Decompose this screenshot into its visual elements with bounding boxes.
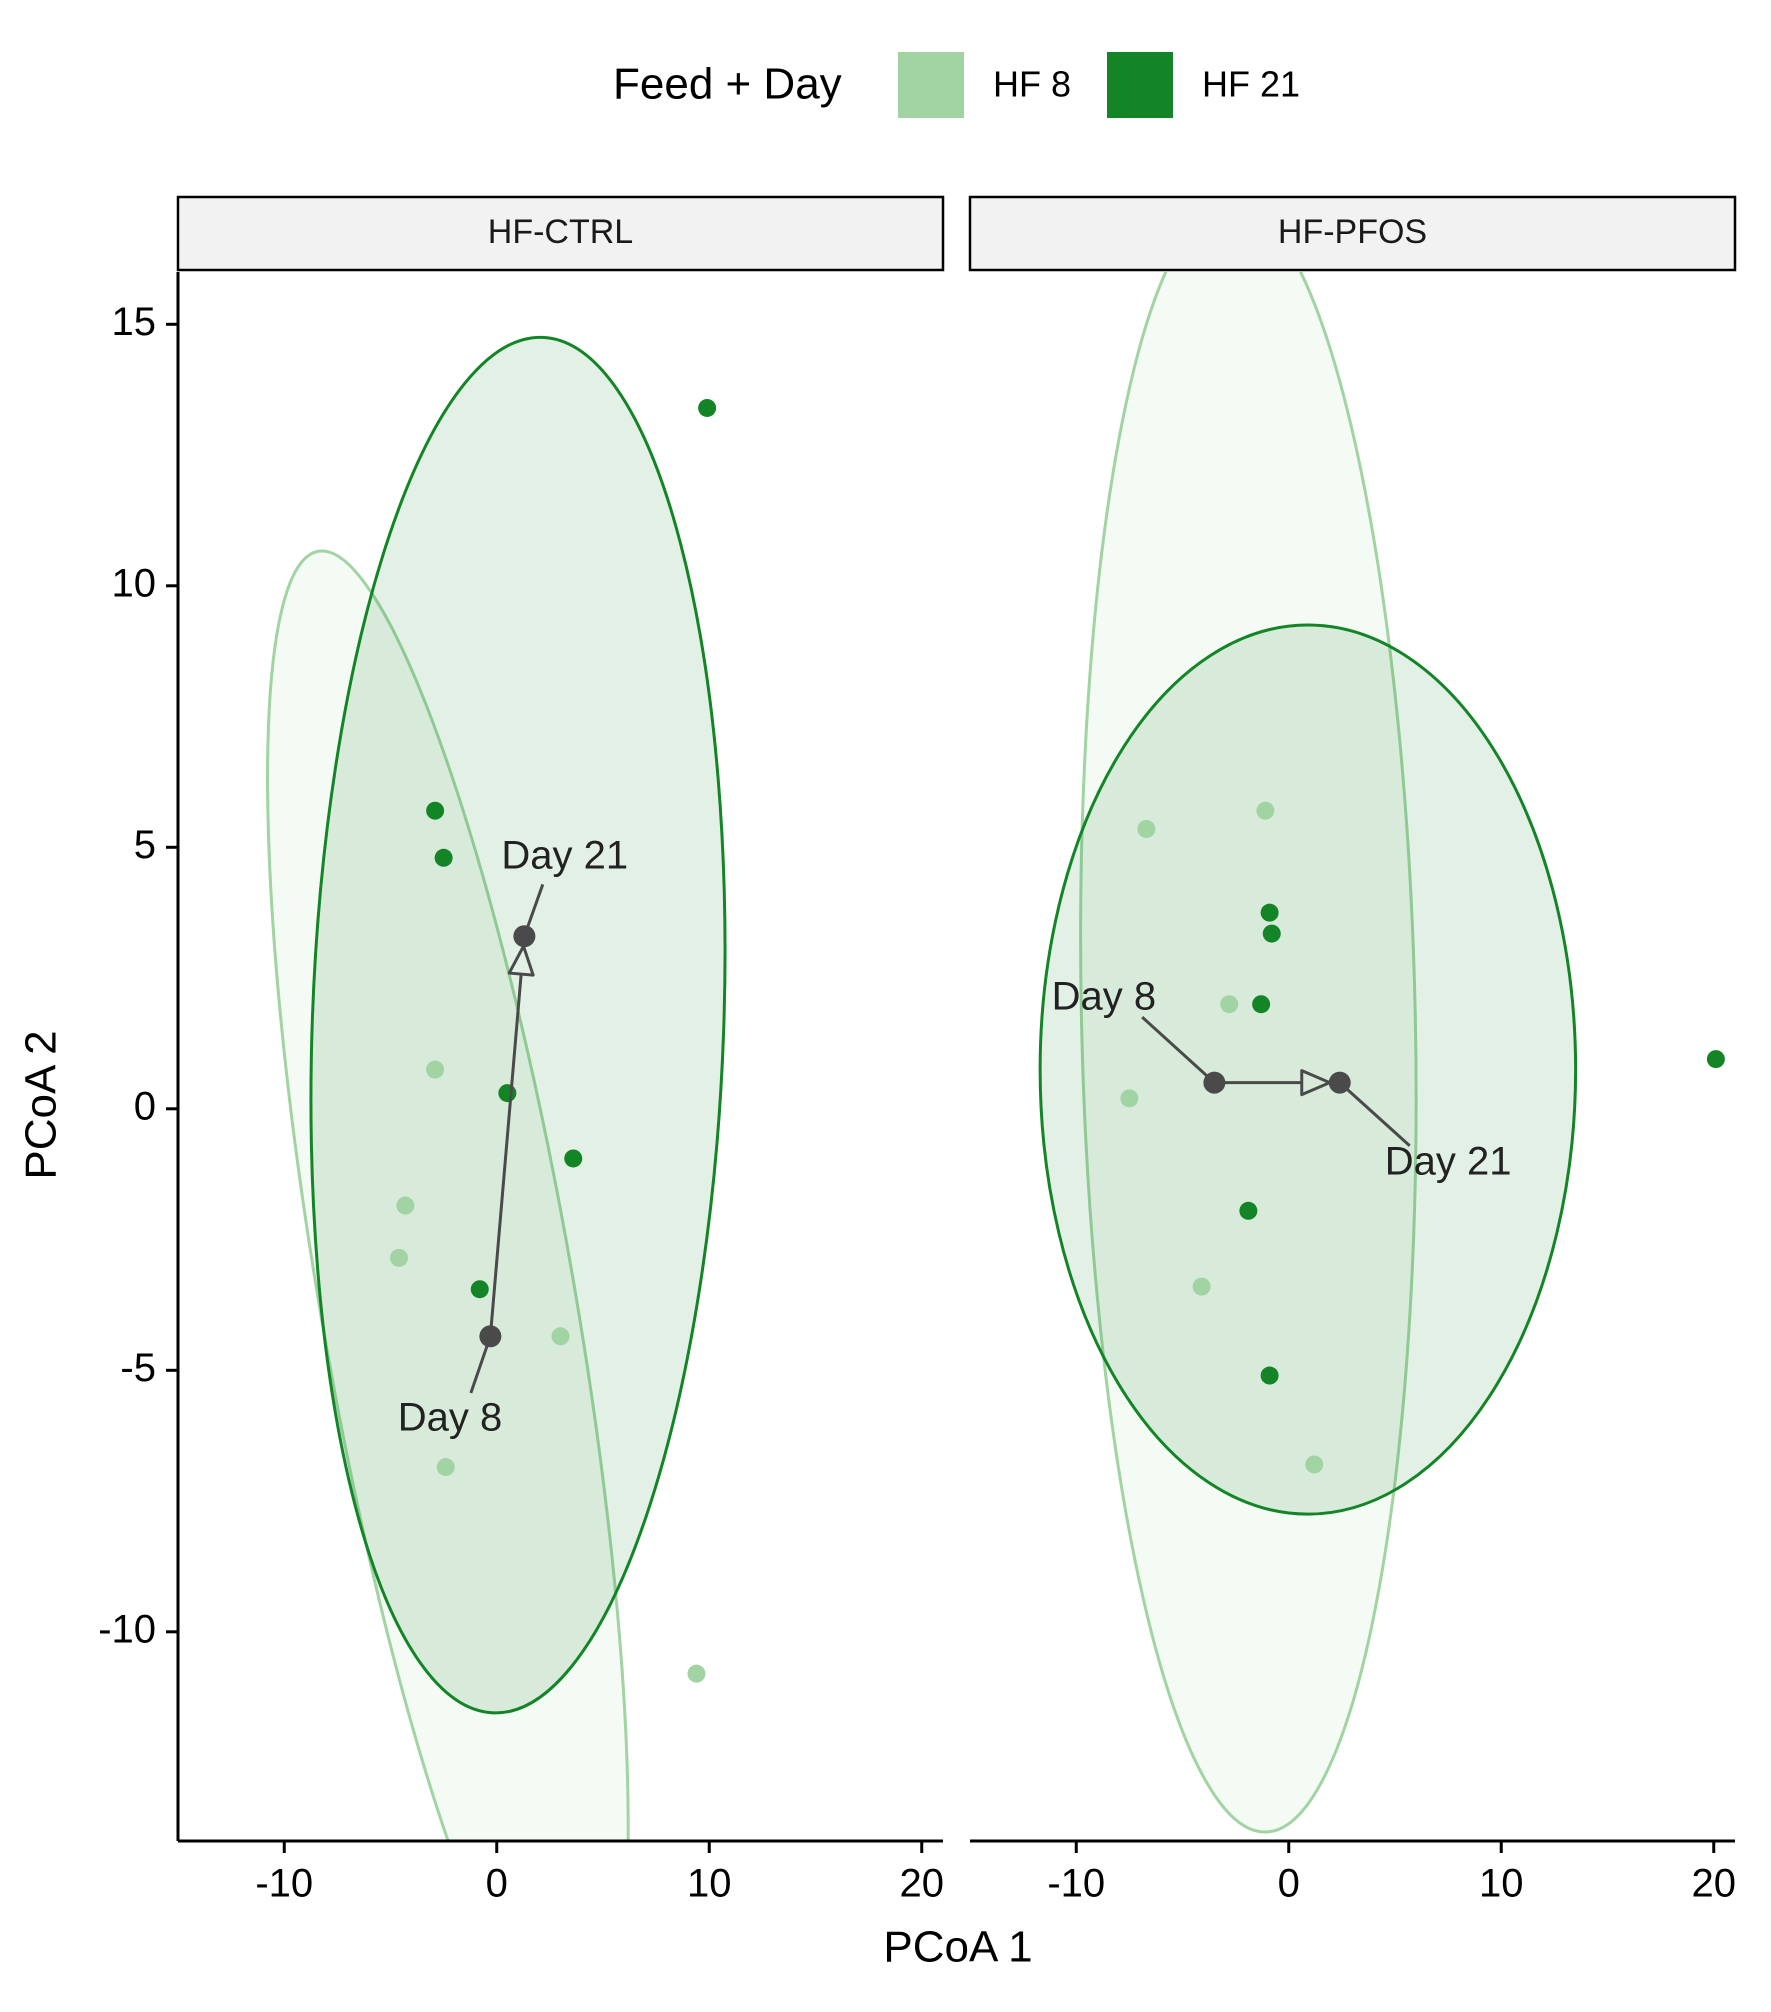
point-hf-21 [1260, 903, 1279, 922]
point-hf-21 [470, 1280, 489, 1299]
trajectory-arrow-head [507, 944, 535, 977]
centroid-point [1328, 1071, 1351, 1094]
point-hf-21 [498, 1084, 517, 1103]
facet-strip-hf-ctrl [176, 195, 945, 272]
centroid-label: Day 21 [1385, 1139, 1512, 1183]
trajectory-arrow-head [1300, 1069, 1332, 1097]
x-tick-label: -10 [255, 1862, 313, 1906]
centroid-point [1203, 1071, 1226, 1094]
plot-area [1038, 272, 1725, 1834]
y-tick-label: -10 [98, 1607, 156, 1651]
legend-label: HF 8 [993, 64, 1071, 105]
legend-title: Feed + Day [613, 60, 842, 109]
facet-strip-hf-pfos [968, 195, 1737, 272]
point-hf-8 [1137, 819, 1156, 838]
plot-area [266, 335, 727, 1841]
centroid-point [479, 1325, 502, 1348]
point-hf-8 [1192, 1277, 1211, 1296]
point-hf-8 [1256, 801, 1275, 820]
panel-hf-ctrl: HF-CTRL Day 8 Day 21 -10 0 10 20 -10 -5 0 5 10 15 [98, 195, 945, 1906]
point-hf-21 [1262, 924, 1281, 943]
legend-key-hf-8 [898, 52, 964, 118]
point-hf-21 [1239, 1201, 1258, 1220]
x-tick-label: -10 [1047, 1862, 1105, 1906]
x-tick-label: 20 [1692, 1862, 1737, 1906]
x-tick-label: 10 [1479, 1862, 1524, 1906]
centroid-label: Day 21 [501, 833, 628, 877]
point-hf-8 [687, 1664, 706, 1683]
x-tick-label: 0 [486, 1862, 508, 1906]
x-tick-label: 20 [900, 1862, 945, 1906]
point-hf-8 [1120, 1089, 1139, 1108]
point-hf-8 [1305, 1455, 1324, 1474]
x-tick-label: 10 [687, 1862, 732, 1906]
x-tick-label: 0 [1278, 1862, 1300, 1906]
point-hf-8 [1220, 995, 1239, 1014]
point-hf-8 [551, 1327, 570, 1346]
point-hf-8 [396, 1196, 415, 1215]
point-hf-21 [698, 398, 717, 417]
confidence-ellipse-hf-8 [1079, 272, 1418, 1834]
point-hf-21 [434, 848, 453, 867]
confidence-ellipse-hf-21 [1038, 623, 1578, 1516]
y-tick-label: 15 [112, 300, 157, 344]
point-hf-21 [426, 801, 445, 820]
y-tick-label: -5 [120, 1346, 156, 1390]
x-axis-title: PCoA 1 [883, 1923, 1032, 1972]
point-hf-21 [1706, 1050, 1725, 1069]
centroid-label: Day 8 [1052, 975, 1157, 1019]
facet-strip-label: HF-CTRL [488, 213, 633, 251]
centroid-label: Day 8 [398, 1396, 503, 1440]
point-hf-8 [426, 1060, 445, 1079]
centroid-point [513, 925, 536, 948]
y-tick-label: 5 [134, 823, 156, 867]
point-hf-21 [564, 1149, 583, 1168]
legend-key-hf-21 [1107, 52, 1173, 118]
point-hf-8 [436, 1458, 455, 1477]
y-tick-label: 0 [134, 1084, 156, 1128]
legend-label: HF 21 [1202, 64, 1300, 105]
point-hf-21 [1260, 1366, 1279, 1385]
panel-hf-pfos: HF-PFOS Day 8 Day 21 -10 0 10 20 [968, 195, 1737, 1906]
y-tick-label: 10 [112, 561, 157, 605]
centroid-leader-line [1141, 1015, 1216, 1084]
legend: Feed + Day HF 8 HF 21 [613, 52, 1300, 118]
point-hf-8 [390, 1248, 408, 1267]
y-axis-title: PCoA 2 [17, 1030, 66, 1179]
point-hf-21 [1252, 995, 1271, 1014]
trajectory-arrow-line [488, 973, 523, 1337]
facet-strip-label: HF-PFOS [1278, 213, 1427, 251]
centroid-leader-line [1338, 1081, 1411, 1147]
